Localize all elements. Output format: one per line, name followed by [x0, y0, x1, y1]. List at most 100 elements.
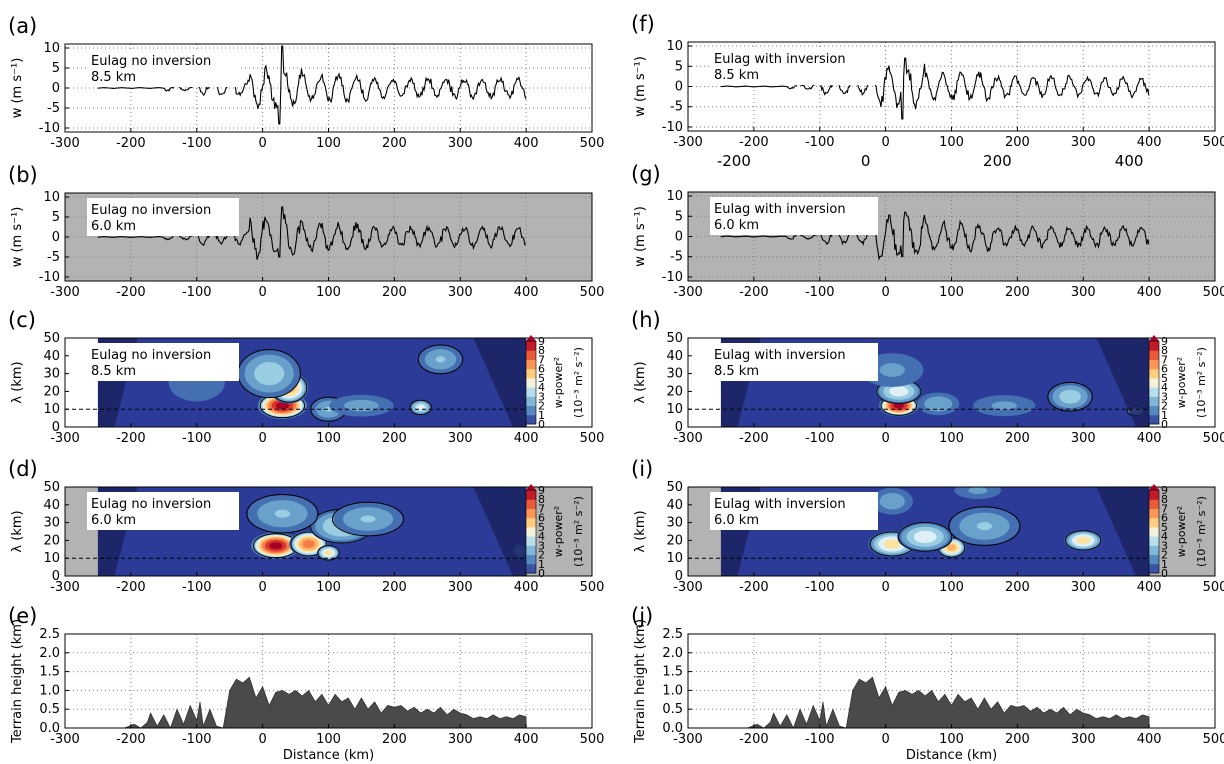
y-axis-label: w (m s⁻¹) — [633, 56, 648, 117]
x-tick-label: 100 — [939, 431, 964, 446]
y-tick-label: 0 — [52, 420, 60, 435]
x-tick-label: 300 — [1071, 431, 1096, 446]
colorbar-tick-label: 7 — [538, 353, 545, 366]
power-hotspot-0-level-5 — [883, 539, 901, 549]
colorbar-tick-label: 0 — [538, 567, 545, 580]
inset-label-line: 6.0 km — [714, 218, 759, 233]
colorbar-segment-5 — [526, 517, 536, 528]
y-tick-label: 30 — [666, 367, 683, 382]
colorbar-segment-8 — [1149, 341, 1159, 351]
x-tick-label: 400 — [1137, 580, 1162, 595]
cone-of-influence-right — [1096, 338, 1150, 427]
panel-a: -300 -200 -100 0 100 200 300 400 500 -10 -5 0 5 10 w (… — [8, 14, 604, 151]
significance-contour-1 — [290, 531, 328, 557]
colorbar-title: w-power² — [1175, 357, 1188, 408]
x-tick-label: -100 — [805, 285, 835, 300]
y-tick-label: 0.0 — [39, 721, 60, 736]
y-tick-label: -5 — [670, 250, 683, 265]
colorbar-title: w-power² — [552, 357, 565, 408]
colorbar-tick-label: 2 — [1161, 400, 1168, 413]
inset-label-line: Eulag with inversion — [714, 348, 846, 363]
colorbar-tick-label: 0 — [1161, 418, 1168, 431]
colorbar-frame — [525, 340, 537, 425]
inset-label-line: Eulag no inversion — [91, 497, 211, 512]
power-hotspot-0-level-9 — [893, 402, 905, 409]
colorbar-segment-3 — [526, 536, 536, 546]
power-hotspot-6-level-2 — [879, 363, 905, 377]
inset-label-box — [710, 47, 878, 85]
y-tick-label: -10 — [39, 121, 60, 136]
colorbar-tick-label: 3 — [538, 390, 545, 403]
colorbar-units: (10⁻³ m² s⁻²) — [572, 496, 585, 567]
significance-contour-2 — [317, 545, 340, 561]
y-tick-label: 10 — [666, 39, 683, 54]
power-hotspot-6-level-2 — [344, 399, 379, 412]
x-tick-label: 0 — [258, 732, 266, 747]
colorbar-tick-label: 2 — [538, 400, 545, 413]
x-tick-label: 400 — [514, 285, 539, 300]
y-tick-label: 0 — [675, 569, 683, 584]
inset-label-line: 8.5 km — [91, 364, 136, 379]
y-tick-label: 5 — [675, 209, 683, 224]
y-tick-label: 50 — [43, 331, 60, 346]
significance-contour-4 — [948, 506, 1021, 546]
colorbar-tick-label: 8 — [1161, 344, 1168, 357]
x-tick-label: 400 — [514, 580, 539, 595]
panel-b: -300 -200 -100 0 100 200 300 400 500 -10 -5 0 5 10 w (… — [8, 163, 604, 300]
y-tick-label: 30 — [43, 367, 60, 382]
colorbar-extend-arrow — [1149, 484, 1159, 490]
inset-label-line: 6.0 km — [91, 219, 136, 234]
x-tick-label: 0 — [258, 285, 266, 300]
y-tick-label: 1.5 — [662, 665, 683, 680]
inset-label-line: 6.0 km — [714, 513, 759, 528]
x-tick-label: 0 — [881, 580, 889, 595]
x-tick-label: -100 — [182, 732, 212, 747]
colorbar-tick-label: 2 — [538, 549, 545, 562]
x-tick-label: 0 — [258, 136, 266, 151]
x-tick-label: -200 — [116, 136, 146, 151]
x-tick-label: 500 — [1203, 431, 1224, 446]
significance-contour-4 — [246, 493, 319, 534]
x-tick-label: 100 — [939, 580, 964, 595]
x-tick-label: 300 — [448, 136, 473, 151]
colorbar-tick-label: 5 — [538, 372, 545, 385]
colorbar-tick-label: 2 — [1161, 549, 1168, 562]
x-tick-label: -200 — [739, 732, 769, 747]
x-tick-label: 400 — [1137, 135, 1162, 150]
colorbar-units: (10⁻³ m² s⁻²) — [572, 347, 585, 418]
power-hotspot-0-level-9 — [275, 402, 289, 410]
panel-h: -300 -200 -100 0 100 200 300 400 50001020304050λ… — [631, 308, 1224, 446]
power-hotspot-1-level-7 — [302, 539, 315, 548]
x-tick-label: -200 — [116, 580, 146, 595]
colorbar-units: (10⁻³ m² s⁻²) — [1195, 496, 1208, 567]
colorbar-segment-0 — [526, 563, 536, 574]
x-tick-label: -300 — [673, 285, 703, 300]
y-axis-label: Terrain height (km) — [10, 619, 25, 744]
colorbar-tick-label: 5 — [538, 521, 545, 534]
x-tick-label: -200 — [739, 580, 769, 595]
colorbar-segment-3 — [526, 387, 536, 397]
y-tick-label: 0.0 — [662, 721, 683, 736]
extra-tick-label: 0 — [861, 152, 871, 170]
colorbar-segment-4 — [526, 377, 536, 388]
x-tick-label: -300 — [50, 136, 80, 151]
y-tick-label: 10 — [43, 190, 60, 205]
power-hotspot-1-level-4 — [889, 386, 909, 397]
x-tick-label: -200 — [116, 285, 146, 300]
inset-label-box — [710, 492, 878, 530]
power-hotspot-3-level-5 — [1076, 536, 1091, 545]
power-hotspot-5-level-3 — [360, 515, 376, 523]
extra-tick-label: -200 — [717, 152, 751, 170]
panel-label: (h) — [631, 308, 661, 332]
x-tick-label: 100 — [316, 732, 341, 747]
x-tick-label: 100 — [316, 285, 341, 300]
x-tick-label: 200 — [1005, 431, 1030, 446]
x-tick-label: 200 — [382, 136, 407, 151]
x-tick-label: 100 — [939, 135, 964, 150]
x-tick-label: 200 — [1005, 580, 1030, 595]
colorbar-tick-label: 1 — [1161, 558, 1168, 571]
inset-label-line: Eulag with inversion — [714, 497, 846, 512]
colorbar-tick-label: 9 — [538, 335, 545, 348]
x-tick-label: -300 — [50, 431, 80, 446]
panel-label: (f) — [631, 12, 655, 36]
